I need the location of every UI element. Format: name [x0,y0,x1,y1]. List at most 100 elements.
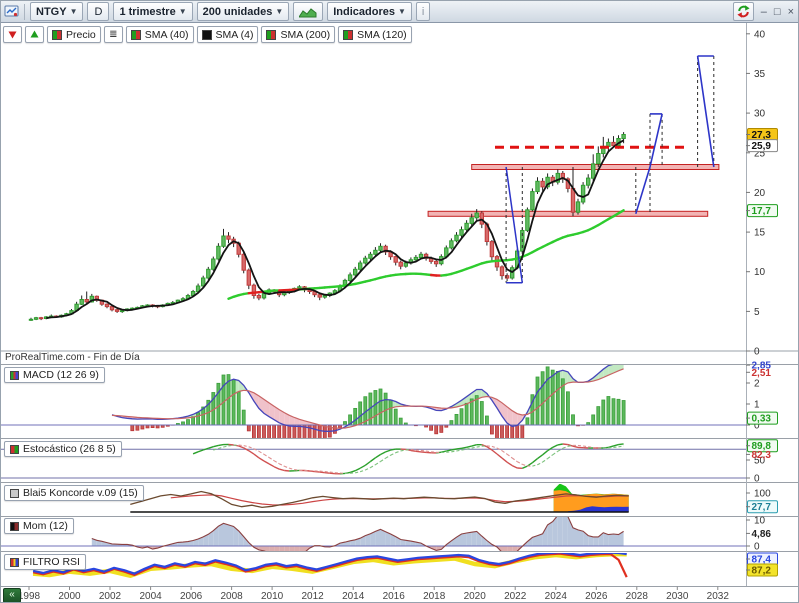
svg-text:27,3: 27,3 [752,130,772,141]
svg-text:2000: 2000 [58,591,81,602]
svg-text:2,51: 2,51 [752,368,772,379]
window-controls: – □ × [732,2,797,21]
sma4-button[interactable]: SMA (4) [196,26,259,43]
units-label: 200 unidades [202,5,273,18]
indicator-label-macd[interactable]: MACD (12 26 9) [4,367,105,383]
sma120-icon [343,29,354,40]
svg-text:2022: 2022 [504,591,527,602]
candlestick-icon [52,29,62,40]
svg-text:17,7: 17,7 [752,206,772,217]
svg-text:0,33: 0,33 [752,414,772,425]
svg-text:2032: 2032 [707,591,730,602]
svg-text:2028: 2028 [626,591,649,602]
symbol-dropdown[interactable]: NTGY ▼ [30,2,84,21]
svg-text:100: 100 [754,489,771,500]
daily-label: D [94,5,103,18]
toolbar: NTGY ▼ D 1 trimestre ▼ 200 unidades ▼ Indic… [1,1,798,23]
macd-label: MACD (12 26 9) [23,369,99,381]
timeframe-label: 1 trimestre [119,5,176,18]
arrow-down-button[interactable] [3,26,22,43]
timeframe-dropdown[interactable]: 1 trimestre ▼ [113,2,193,21]
info-label: i [421,5,425,18]
red-arrow-down-icon [8,31,17,39]
svg-text:87,2: 87,2 [752,566,772,577]
daily-button[interactable]: D [87,2,110,21]
chart-style-button[interactable] [293,2,324,21]
svg-text:2,85: 2,85 [752,361,772,372]
svg-text:82,3: 82,3 [752,450,772,461]
sma40-button[interactable]: SMA (40) [125,26,194,43]
svg-text:10: 10 [754,267,766,278]
series-settings-button[interactable]: ≣ [103,26,123,43]
svg-text:10: 10 [754,516,766,527]
svg-text:2: 2 [754,379,760,390]
maximize-button[interactable]: □ [773,5,781,18]
arrow-up-button[interactable] [25,26,44,43]
sma200-icon [266,29,277,40]
svg-text:0: 0 [754,474,760,485]
close-button[interactable]: × [787,5,794,18]
svg-text:4,86: 4,86 [752,529,772,540]
toolbar-divider [24,3,25,20]
svg-text:2018: 2018 [423,591,446,602]
info-button[interactable]: i [415,2,431,21]
sma40-icon [130,29,141,40]
price-series-button[interactable]: Precio [47,26,101,43]
svg-text:27,7: 27,7 [752,502,772,513]
indicator-label-koncorde[interactable]: Blai5 Koncorde v.09 (15) [4,485,144,501]
momentum-icon [10,521,19,531]
svg-text:30: 30 [754,109,766,120]
refresh-button[interactable] [732,2,754,21]
svg-text:40: 40 [754,29,766,40]
indicator-label-momentum[interactable]: Mom (12) [4,518,74,534]
svg-text:15: 15 [754,228,766,239]
price-label: Precio [66,28,96,41]
indicators-label: Indicadores [333,5,395,18]
stochastic-icon [10,444,19,454]
svg-text:35: 35 [754,69,766,80]
indicator-label-filtro-rsi[interactable]: FILTRO RSI [4,554,86,570]
momentum-label: Mom (12) [23,520,68,532]
svg-text:2002: 2002 [99,591,122,602]
filtro-rsi-label: FILTRO RSI [23,556,80,568]
stochastic-label: Estocástico (26 8 5) [23,443,116,455]
svg-text:50: 50 [754,456,766,467]
sma4-label: SMA (4) [215,28,254,41]
svg-text:2030: 2030 [666,591,689,602]
minimize-button[interactable]: – [760,5,767,18]
svg-text:25: 25 [754,148,766,159]
svg-text:89,8: 89,8 [752,441,772,452]
svg-text:0: 0 [754,542,760,553]
svg-text:2014: 2014 [342,591,365,602]
svg-text:2006: 2006 [180,591,203,602]
svg-text:2026: 2026 [585,591,608,602]
svg-text:20: 20 [754,188,766,199]
list-icon: ≣ [109,28,118,40]
svg-text:2012: 2012 [301,591,324,602]
svg-text:2016: 2016 [383,591,406,602]
units-dropdown[interactable]: 200 unidades ▼ [196,2,290,21]
sma40-label: SMA (40) [144,28,189,41]
chevron-down-icon: ▼ [398,6,406,16]
koncorde-icon [10,488,19,498]
app-icon [4,4,19,19]
svg-text:0: 0 [754,421,760,432]
watermark: ProRealTime.com - Fin de Día [5,352,140,363]
svg-text:25,9: 25,9 [752,141,772,152]
svg-text:1998: 1998 [18,591,41,602]
refresh-icon [736,4,751,19]
svg-text:2008: 2008 [220,591,243,602]
svg-text:87,4: 87,4 [752,555,772,566]
svg-text:2004: 2004 [139,591,162,602]
sma4-icon [201,29,212,40]
sma200-button[interactable]: SMA (200) [261,26,336,43]
macd-icon [10,370,19,380]
svg-text:1: 1 [754,400,760,411]
indicator-label-stochastic[interactable]: Estocástico (26 8 5) [4,441,122,457]
svg-text:2010: 2010 [261,591,284,602]
indicators-dropdown[interactable]: Indicadores ▼ [327,2,412,21]
scroll-back-button[interactable]: « [3,588,21,602]
sma120-button[interactable]: SMA (120) [338,26,412,43]
